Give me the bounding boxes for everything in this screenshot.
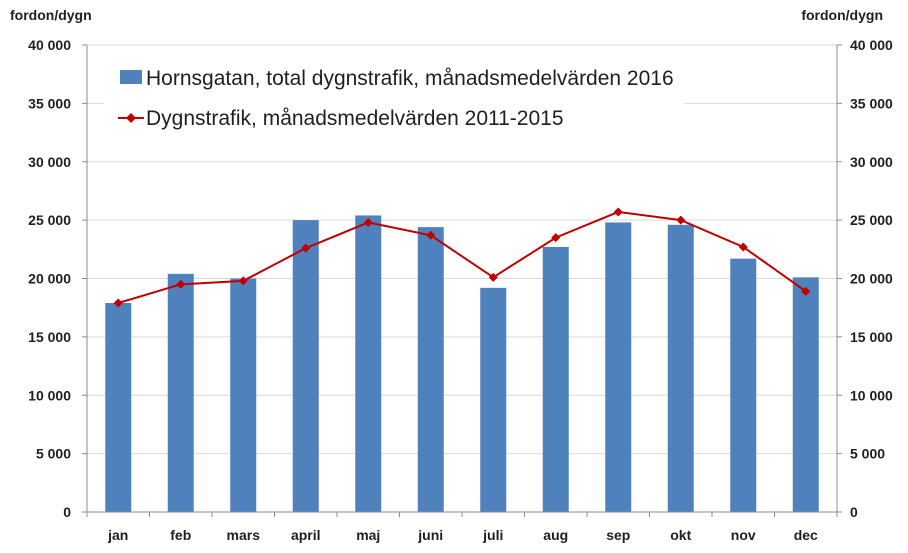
line-point-nov — [738, 242, 748, 252]
line-point-mars — [238, 276, 248, 286]
line-path — [117, 210, 807, 304]
x-tick-label-sep: sep — [606, 527, 630, 543]
y-axis-right-label: fordon/dygn — [801, 7, 883, 23]
line-point-aug — [551, 233, 561, 243]
y-tick-label-right: 5 000 — [850, 446, 885, 462]
bar-jan — [105, 303, 132, 512]
x-tick-label-maj: maj — [356, 527, 380, 543]
line-point-juli — [488, 272, 498, 282]
x-tick-label-juni: juni — [417, 527, 443, 543]
x-tick-label-jan: jan — [107, 527, 128, 543]
x-tick-label-okt: okt — [670, 527, 691, 543]
y-tick-label-left: 20 000 — [28, 271, 71, 287]
line-point-feb — [176, 279, 186, 289]
bar-series — [105, 215, 819, 513]
x-tick-label-feb: feb — [170, 527, 191, 543]
legend-bar-label: Hornsgatan, total dygnstrafik, månadsmed… — [146, 67, 674, 90]
y-tick-label-left: 40 000 — [28, 37, 71, 53]
legend-line-marker — [126, 113, 136, 123]
y-tick-label-right: 20 000 — [850, 271, 893, 287]
bar-feb — [167, 273, 194, 512]
x-tick-label-juli: juli — [482, 527, 503, 543]
y-tick-label-right: 10 000 — [850, 387, 893, 403]
bar-sep — [605, 222, 632, 512]
y-tick-label-right: 35 000 — [850, 95, 893, 111]
y-axis-left-label: fordon/dygn — [10, 7, 92, 23]
y-tick-label-left: 10 000 — [28, 387, 71, 403]
bar-maj — [355, 215, 382, 512]
line-point-juni — [426, 230, 436, 240]
line-point-maj — [363, 217, 373, 227]
x-tick-label-aug: aug — [543, 527, 568, 543]
line-point-jan — [113, 298, 123, 308]
y-axis-left-ticks: 0 5 000 10 000 15 000 20 000 25 000 30 000 35 0… — [28, 37, 87, 520]
bar-april — [292, 220, 319, 512]
bar-juli — [480, 287, 507, 512]
legend-bar-swatch — [120, 70, 142, 84]
bar-juni — [417, 227, 444, 512]
bar-nov — [730, 258, 757, 512]
x-axis-ticks: jan feb mars april maj juni juli aug sep okt nov de… — [86, 512, 838, 543]
bar-okt — [667, 224, 694, 513]
y-tick-label-left: 5 000 — [36, 446, 71, 462]
y-axis-right-ticks: 0 5 000 10 000 15 000 20 000 25 000 30 000 35 0… — [837, 37, 893, 520]
line-point-okt — [676, 215, 686, 225]
legend-background — [104, 56, 684, 146]
line-series — [113, 207, 811, 308]
y-tick-label-right: 0 — [850, 504, 858, 520]
y-tick-label-left: 15 000 — [28, 329, 71, 345]
y-tick-label-left: 25 000 — [28, 212, 71, 228]
bar-mars — [230, 278, 257, 512]
line-point-sep — [613, 207, 623, 217]
legend: Hornsgatan, total dygnstrafik, månadsmed… — [104, 56, 684, 146]
y-tick-label-right: 15 000 — [850, 329, 893, 345]
x-tick-label-dec: dec — [794, 527, 818, 543]
legend-line-label: Dygnstrafik, månadsmedelvärden 2011-2015 — [146, 107, 564, 130]
bar-dec — [792, 277, 819, 512]
line-point-april — [301, 243, 311, 253]
x-tick-label-nov: nov — [731, 527, 756, 543]
x-tick-label-mars: mars — [227, 527, 261, 543]
y-tick-label-left: 30 000 — [28, 154, 71, 170]
y-tick-label-left: 0 — [63, 504, 71, 520]
y-tick-label-right: 25 000 — [850, 212, 893, 228]
x-tick-label-april: april — [291, 527, 321, 543]
y-tick-label-right: 30 000 — [850, 154, 893, 170]
bar-aug — [542, 246, 569, 513]
y-tick-label-right: 40 000 — [850, 37, 893, 53]
y-tick-label-left: 35 000 — [28, 95, 71, 111]
line-point-dec — [801, 286, 811, 296]
